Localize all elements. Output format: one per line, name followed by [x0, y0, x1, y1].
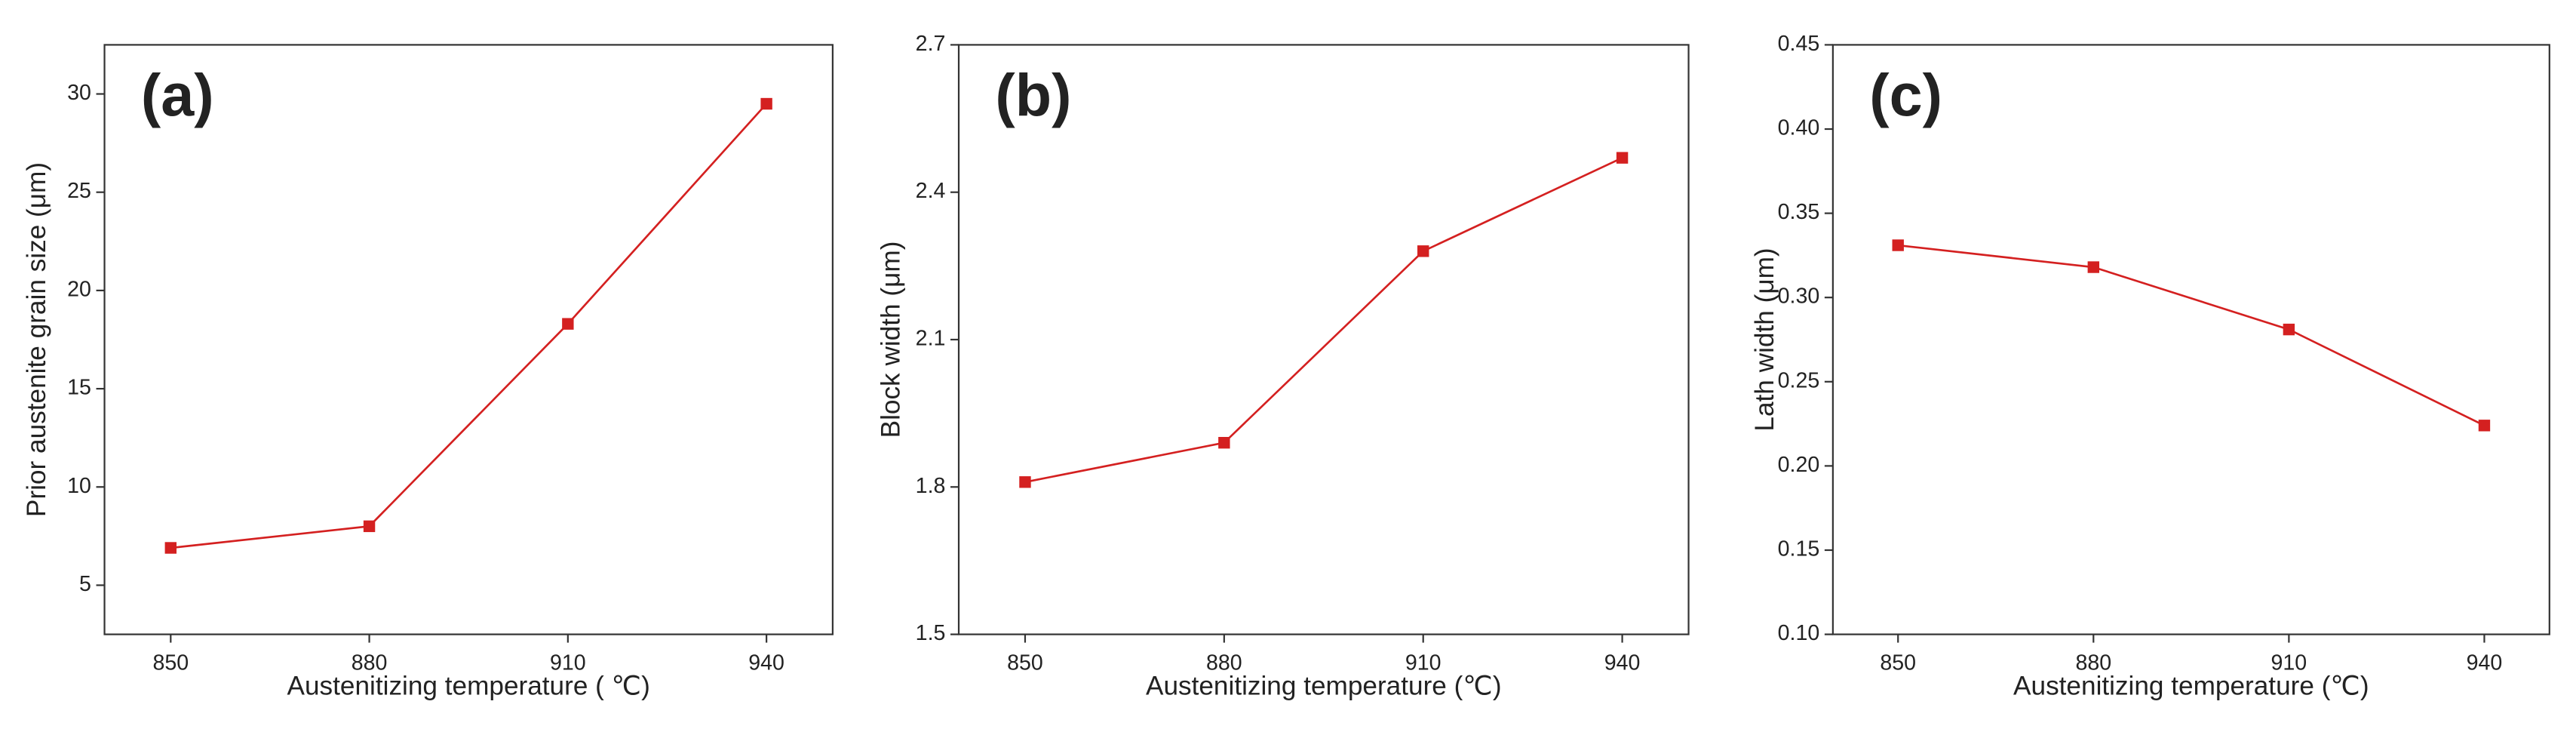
data-point [562, 318, 574, 330]
data-point [1019, 476, 1031, 488]
y-tick-label: 25 [67, 179, 91, 203]
data-point [1616, 152, 1629, 164]
plot-frame [103, 44, 834, 635]
y-tick-label: 0.35 [1778, 200, 1820, 224]
x-axis-label: Austenitizing temperature (℃) [2013, 671, 2369, 700]
y-axis-label: Block width (μm) [876, 241, 905, 438]
data-point [2283, 323, 2295, 336]
x-tick-label: 850 [152, 651, 189, 675]
x-tick-label: 850 [1007, 651, 1043, 675]
y-tick-label: 0.15 [1778, 537, 1820, 561]
panel-label: (b) [995, 61, 1071, 128]
y-tick-label: 2.7 [916, 32, 946, 56]
x-axis-label: Austenitizing temperature ( ℃) [287, 671, 650, 700]
panel-label: (c) [1869, 61, 1942, 128]
y-tick-label: 0.10 [1778, 621, 1820, 645]
data-point [760, 97, 772, 110]
y-tick-label: 0.30 [1778, 285, 1820, 309]
x-tick-label: 910 [550, 651, 586, 675]
data-point [1417, 245, 1429, 257]
data-point [2478, 420, 2491, 432]
plot-frame [1831, 44, 2550, 635]
data-line [1898, 244, 2485, 427]
y-tick-label: 20 [67, 277, 91, 301]
x-tick-label: 910 [1405, 651, 1442, 675]
y-tick-label: 0.40 [1778, 116, 1820, 140]
x-tick-label: 880 [352, 651, 388, 675]
y-tick-label: 0.45 [1778, 32, 1820, 56]
x-tick-label: 940 [1604, 651, 1641, 675]
y-tick-label: 1.5 [916, 621, 946, 645]
data-line [170, 103, 768, 549]
plot-frame [957, 44, 1690, 635]
x-tick-label: 880 [2075, 651, 2111, 675]
panel-label: (a) [141, 61, 214, 128]
y-tick-label: 10 [67, 474, 91, 498]
y-tick-label: 30 [67, 81, 91, 105]
x-tick-label: 850 [1880, 651, 1916, 675]
y-tick-label: 2.1 [916, 327, 946, 351]
y-tick-label: 15 [67, 376, 91, 400]
y-tick-label: 0.20 [1778, 453, 1820, 477]
x-tick-label: 910 [2271, 651, 2307, 675]
data-line [1024, 156, 1623, 484]
data-point [164, 542, 177, 554]
x-tick-label: 940 [2467, 651, 2503, 675]
y-axis-label: Prior austenite grain size (μm) [22, 162, 51, 517]
y-tick-label: 0.25 [1778, 368, 1820, 392]
y-tick-label: 5 [79, 572, 91, 596]
x-tick-label: 940 [748, 651, 784, 675]
data-point [2087, 261, 2099, 273]
y-tick-label: 1.8 [916, 474, 946, 498]
y-tick-label: 2.4 [916, 179, 946, 203]
y-axis-label: Lath width (μm) [1750, 248, 1779, 431]
data-point [363, 520, 376, 533]
x-axis-label: Austenitizing temperature (℃) [1146, 671, 1502, 700]
x-tick-label: 880 [1206, 651, 1242, 675]
data-point [1892, 239, 1904, 251]
data-point [1218, 436, 1230, 449]
